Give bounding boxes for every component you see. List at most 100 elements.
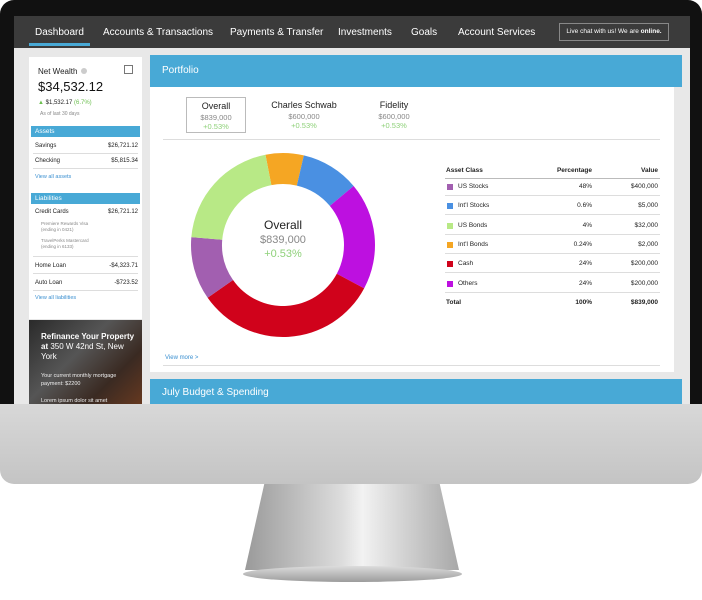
table-header: Value [641,167,658,174]
donut-segment [329,186,375,289]
asset-percentage: 24% [578,260,592,268]
monitor-chin [0,404,702,484]
center-value: $839,000 [260,234,306,246]
divider [33,168,138,169]
donut-segment [191,237,234,298]
liability-value: -$723.52 [114,280,138,286]
budget-header: July Budget & Spending [150,379,682,404]
asset-name: Int'l Bonds [458,240,489,248]
ad-more: Lorem ipsum dolor sit amet [41,398,108,404]
chat-status: online. [640,28,662,35]
nav-item[interactable]: Accounts & Transactions [103,27,214,38]
tab-change: +0.53% [203,122,229,131]
view-assets-link[interactable]: View all assets [35,174,72,180]
asset-percentage: 48% [578,183,592,190]
table-header: Percentage [556,167,592,174]
net-wealth-note: As of last 30 days [40,111,80,117]
divider [33,290,138,291]
nav-item[interactable]: Dashboard [29,27,90,46]
liability-name: Credit Cards [35,209,69,215]
asset-name: Int'l Stocks [458,202,490,210]
ad-title: Refinance Your Property at 350 W 42nd St… [41,332,137,362]
tab-name: Overall [201,101,231,111]
ad-text: Your current monthly mortgage payment: $… [41,373,117,387]
info-icon[interactable] [81,68,87,74]
net-wealth-change: ▲ $1,532.17 (6.7%) [38,100,92,106]
divider [33,256,138,257]
card-name: TravelPerks Mastercard [41,238,89,243]
screen: Dashboard Accounts & Transactions Paymen… [14,16,690,404]
tab-name: Fidelity [379,100,409,110]
view-more-link[interactable]: View more > [165,355,199,361]
divider [33,273,138,274]
donut-center: Overall $839,000 +0.53% [223,218,343,260]
ad-banner[interactable]: Refinance Your Property at 350 W 42nd St… [29,320,142,404]
divider [445,291,660,293]
divider [445,195,660,196]
ad-heading: Refinance Your Property at [41,332,135,351]
share-icon[interactable] [124,65,133,74]
tab[interactable]: Overall $839,000 +0.53% [186,97,246,133]
table-header: Asset Class [446,167,483,174]
tab[interactable]: Charles Schwab $600,000 +0.53% [260,97,348,131]
nav-item[interactable]: Account Services [458,27,536,38]
nav-item[interactable]: Investments [338,27,392,38]
card-ending: (ending in 0421) [41,227,74,232]
liability-name: Home Loan [35,263,67,269]
asset-value: $5,815.34 [111,158,138,164]
donut-segment [191,154,272,240]
assets-header: Assets [31,126,140,137]
total-value: $839,000 [630,298,658,306]
net-wealth-value: $34,532.12 [38,79,104,94]
center-name: Overall [263,218,302,232]
divider [445,233,660,235]
liabilities-header: Liabilities [31,193,140,204]
divider [163,365,660,366]
total-label: Total [446,298,462,306]
asset-table: Asset Class Percentage Value US Stocks 48… [445,167,660,317]
asset-percentage: 4% [582,221,592,229]
color-swatch [447,261,453,268]
asset-percentage: 24% [578,279,592,287]
change-amount: $1,532.17 [45,100,73,106]
nav-bar: Dashboard Accounts & Transactions Paymen… [14,16,690,48]
color-swatch [447,280,453,287]
card-item: TravelPerks Mastercard (ending in 6133) [41,238,89,250]
portfolio-header: Portfolio [150,55,682,87]
nav-item[interactable]: Payments & Transfer [230,27,324,38]
divider [445,272,660,274]
divider [163,139,660,140]
tab-value: $600,000 [378,112,410,121]
divider [33,153,138,154]
liability-value: $26,721.12 [107,209,138,215]
tab-value: $839,000 [200,113,232,122]
asset-value: $5,000 [638,202,658,210]
view-liabilities-link[interactable]: View all liabilities [35,295,77,301]
donut-segment [265,153,304,186]
asset-value: $200,000 [630,260,658,268]
tab[interactable]: Fidelity $600,000 +0.53% [365,97,423,131]
asset-value: $26,721.12 [107,143,138,149]
nav-item[interactable]: Goals [411,27,438,38]
tab-value: $600,000 [288,112,320,121]
card-item: Premiere Rewards Visa (ending in 0421) [41,221,88,233]
asset-value: $2,000 [638,240,658,248]
asset-name: Others [458,279,478,287]
divider [445,178,660,179]
asset-name: Cash [458,260,474,268]
live-chat[interactable]: Live chat with us! We are online. [559,23,669,41]
donut-segment [296,155,354,206]
color-swatch [447,184,453,190]
card-ending: (ending in 6133) [41,244,74,249]
color-swatch [447,203,453,210]
asset-name: Savings [35,143,57,149]
tab-change: +0.53% [291,121,317,130]
tab-name: Charles Schwab [271,100,337,110]
ad-address: 350 W 42nd St, New York [41,342,124,361]
total-percentage: 100% [575,298,592,306]
asset-percentage: 0.24% [573,240,592,248]
monitor-stand [245,484,459,570]
divider [445,214,660,216]
color-swatch [447,222,453,229]
